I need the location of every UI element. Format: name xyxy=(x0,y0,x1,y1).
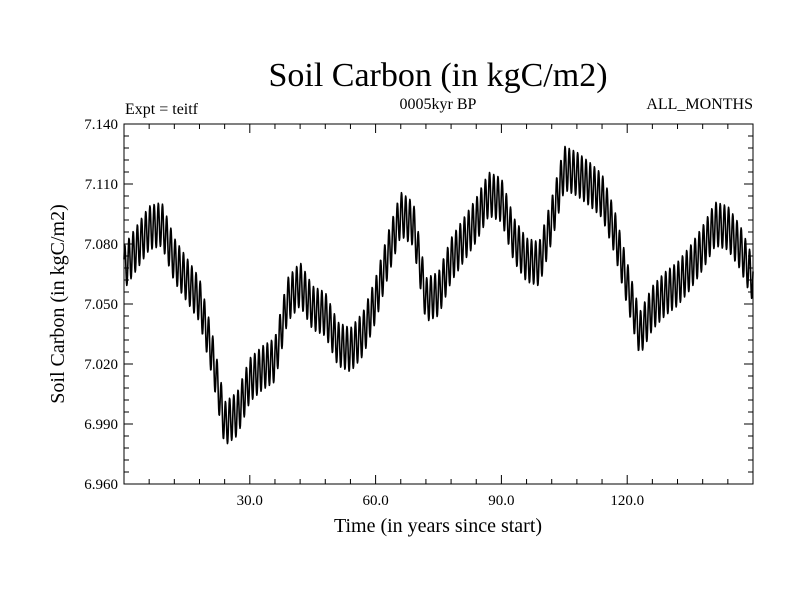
x-axis-title: Time (in years since start) xyxy=(334,515,542,537)
experiment-label: Expt = teitf xyxy=(125,101,199,118)
y-tick-label-5: 7.110 xyxy=(85,177,118,193)
y-axis-title: Soil Carbon (in kgC/m2) xyxy=(47,204,69,403)
minor-ticks xyxy=(124,124,753,484)
y-tick-label-0: 6.960 xyxy=(84,477,118,493)
y-tick-label-6: 7.140 xyxy=(84,117,118,133)
y-tick-label-2: 7.020 xyxy=(84,357,118,373)
series-line-soil-carbon xyxy=(123,145,754,445)
months-label: ALL_MONTHS xyxy=(646,96,753,113)
x-tick-label-0: 30.0 xyxy=(237,493,263,509)
period-label: 0005kyr BP xyxy=(400,96,477,113)
chart-title: Soil Carbon (in kgC/m2) xyxy=(268,57,607,94)
y-tick-label-1: 6.990 xyxy=(84,417,118,433)
x-tick-label-1: 60.0 xyxy=(362,493,388,509)
x-tick-label-3: 120.0 xyxy=(610,493,644,509)
plot-area: 30.0 60.0 90.0 120.0 6.960 6.990 7.020 7.050 7.… xyxy=(84,117,754,509)
x-tick-label-2: 90.0 xyxy=(488,493,514,509)
y-tick-label-3: 7.050 xyxy=(84,297,118,313)
y-tick-label-4: 7.080 xyxy=(84,237,118,253)
x-axis-ticks: 30.0 60.0 90.0 120.0 xyxy=(237,124,644,509)
